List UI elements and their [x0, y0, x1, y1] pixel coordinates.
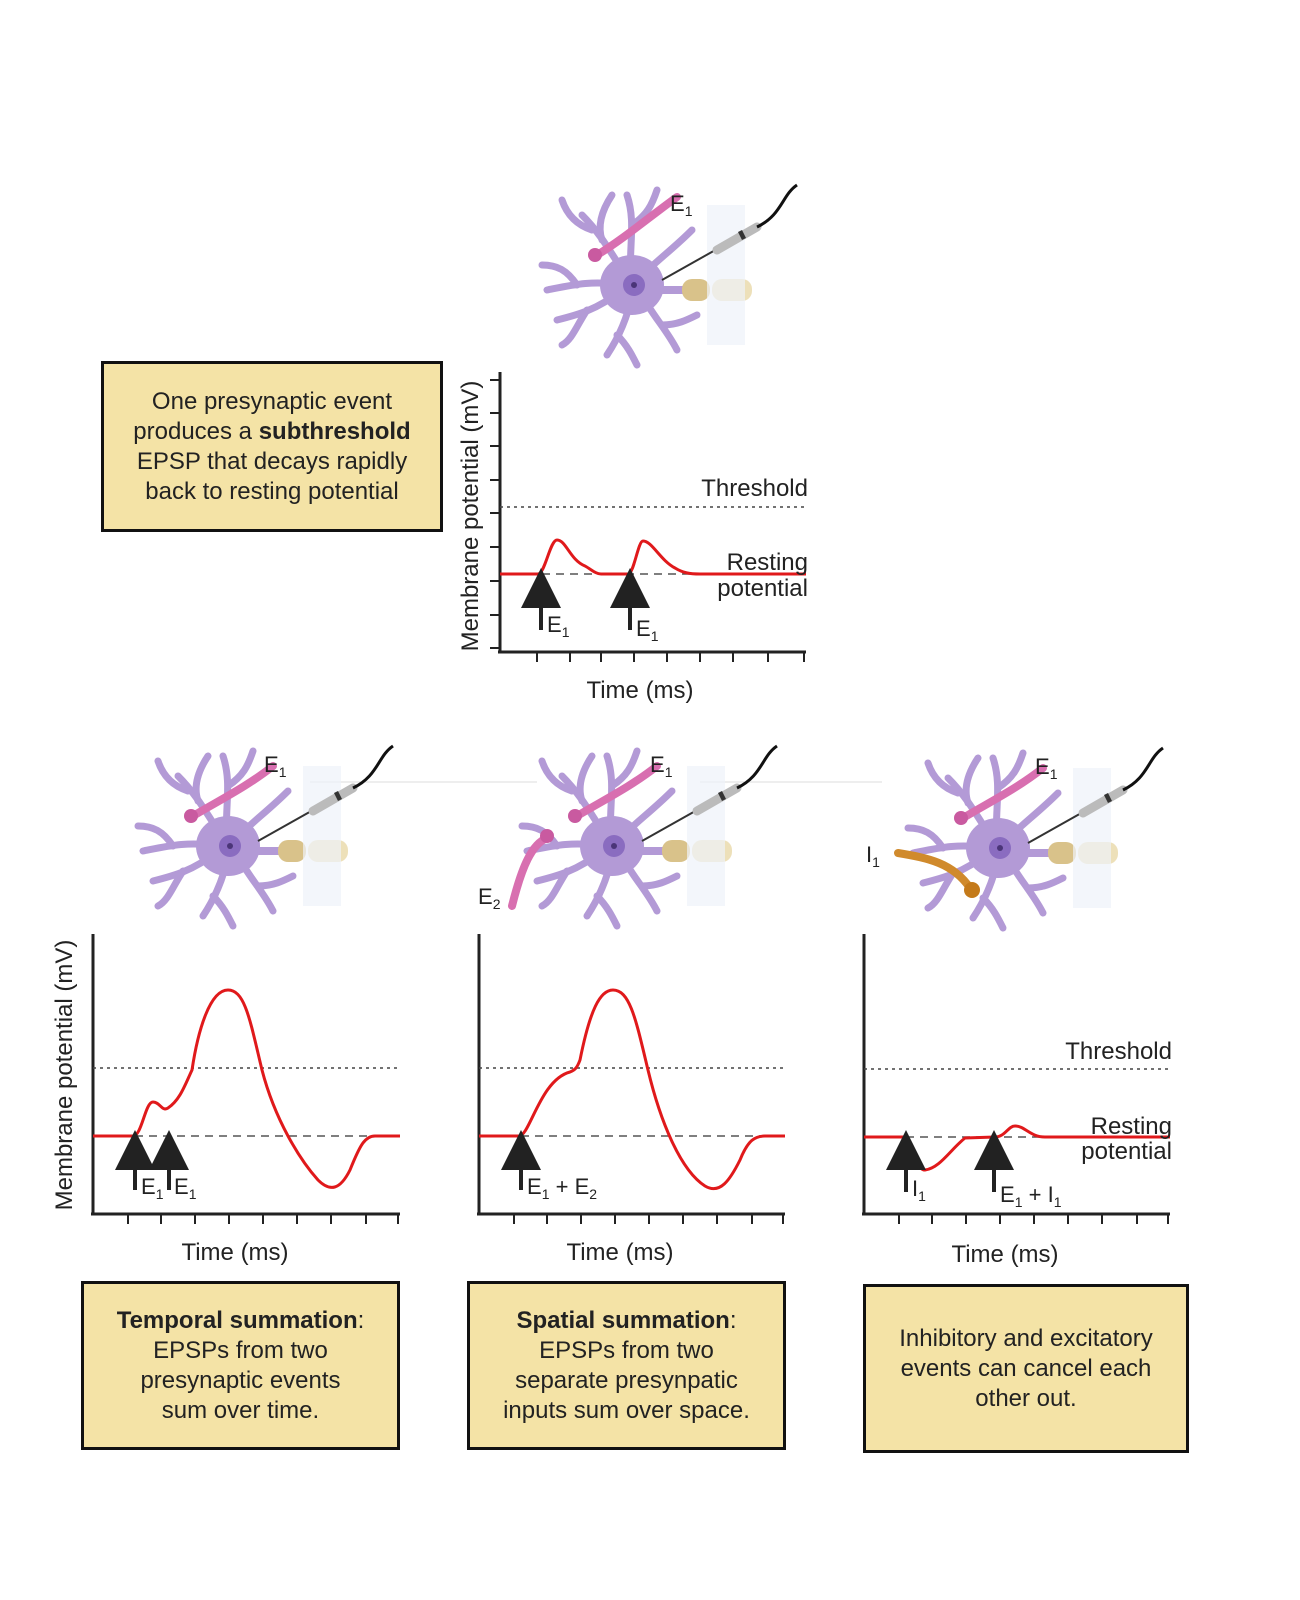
single-epsp-panel: E1 E1 E1 — [457, 185, 808, 704]
y-axis-label: Membrane potential (mV) — [457, 381, 484, 652]
caption-bold: subthreshold — [258, 417, 411, 445]
caption-line: other out. — [975, 1384, 1077, 1412]
neuron-illustration-temporal — [138, 746, 393, 926]
neuron-illustration-top — [542, 185, 797, 365]
caption-line: EPSP that decays rapidly — [136, 447, 408, 475]
x-axis-label: Time (ms) — [181, 1239, 288, 1266]
neuron-illustration-inhibitory — [894, 748, 1163, 928]
arrow-label-2: E1 — [636, 616, 659, 644]
top-graph: E1 E1 Threshold Resting potential Time (… — [457, 372, 808, 704]
x-axis-label: Time (ms) — [566, 1239, 673, 1266]
inhibitory-caption-box: Inhibitory and excitatory events can can… — [863, 1284, 1189, 1453]
neuron-label-e2: E2 — [478, 884, 501, 912]
caption-bold: Temporal summation — [116, 1306, 358, 1334]
arrow-label-2: E1 — [174, 1174, 197, 1202]
resting-label-line1: Resting — [1091, 1113, 1172, 1140]
neuron-label-e1: E1 — [670, 191, 693, 219]
y-axis-label: Membrane potential (mV) — [51, 940, 78, 1211]
top-caption-box: One presynaptic event produces a subthre… — [101, 361, 443, 532]
caption-line: inputs sum over space. — [503, 1396, 750, 1424]
resting-label-line1: Resting — [727, 549, 808, 576]
temporal-caption-box: Temporal summation: EPSPs from two presy… — [81, 1281, 400, 1450]
caption-line: presynaptic events — [140, 1366, 341, 1394]
arrow-label-1: E1 — [141, 1174, 164, 1202]
neuron-label-e1: E1 — [1035, 754, 1058, 782]
caption-line: back to resting potential — [145, 477, 399, 505]
caption-line: separate presynpatic — [515, 1366, 738, 1394]
arrow-label-1: E1 — [547, 612, 570, 640]
membrane-potential-trace — [93, 988, 400, 1189]
caption-line: EPSPs from two — [153, 1336, 328, 1364]
temporal-summation-panel: E1 E1 E1 Time (ms) Membrane potential (m… — [51, 746, 400, 1266]
caption-colon: : — [729, 1306, 737, 1334]
neuron-illustration-spatial — [508, 746, 777, 926]
caption-bold: Spatial summation — [516, 1306, 730, 1334]
threshold-label: Threshold — [701, 475, 808, 502]
neuron-label-e1: E1 — [650, 752, 673, 780]
excitatory-axon-e1 — [593, 193, 681, 259]
caption-line: sum over time. — [161, 1396, 320, 1424]
caption-line: Inhibitory and excitatory — [899, 1324, 1153, 1352]
x-ticks — [536, 652, 805, 662]
arrow-label-combined: E1 + E2 — [527, 1174, 597, 1202]
x-axis-label: Time (ms) — [586, 677, 693, 704]
neuron-label-e1: E1 — [264, 752, 287, 780]
resting-label-line2: potential — [1081, 1138, 1172, 1165]
y-ticks — [490, 379, 500, 649]
arrow-label-i1: I1 — [912, 1176, 926, 1204]
threshold-label: Threshold — [1065, 1038, 1172, 1065]
caption-line: produces a — [133, 417, 259, 445]
caption-colon: : — [357, 1306, 365, 1334]
membrane-potential-trace — [479, 988, 785, 1191]
inhibitory-axon-i1 — [894, 849, 974, 892]
spatial-summation-panel: E1 E2 E1 + E2 Time (ms) — [477, 746, 785, 1266]
resting-label-line2: potential — [717, 575, 808, 602]
x-axis-label: Time (ms) — [951, 1241, 1058, 1268]
caption-line: EPSPs from two — [539, 1336, 714, 1364]
neuron-label-i1: I1 — [866, 842, 880, 870]
caption-line: events can cancel each — [900, 1354, 1152, 1382]
spatial-caption-box: Spatial summation: EPSPs from two separa… — [467, 1281, 786, 1450]
inhibitory-panel: E1 I1 I1 E1 + I1 Threshold Resting poten… — [862, 748, 1172, 1268]
arrow-label-e1-i1: E1 + I1 — [1000, 1182, 1062, 1210]
caption-line: One presynaptic event — [151, 387, 393, 415]
